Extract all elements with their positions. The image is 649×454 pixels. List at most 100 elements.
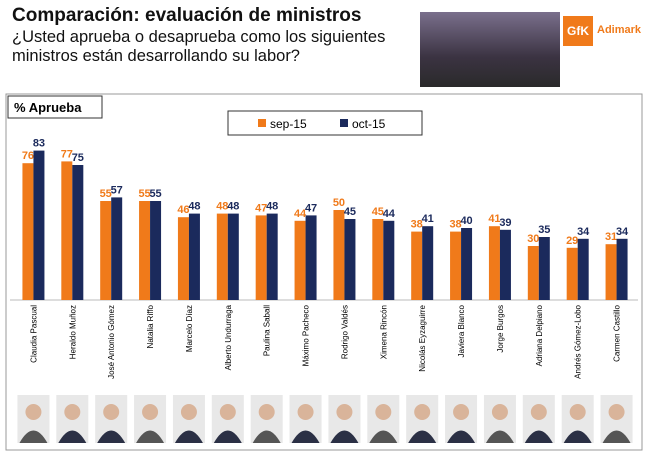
portrait-body (524, 430, 553, 443)
portrait (211, 395, 244, 443)
bar (216, 213, 228, 300)
value-label: 38 (449, 219, 461, 231)
logo: GfK (563, 16, 593, 46)
value-label: 57 (111, 184, 123, 196)
value-label: 48 (216, 201, 228, 213)
portrait-head (375, 404, 392, 420)
value-label: 83 (33, 138, 45, 150)
portrait (522, 395, 555, 443)
bar (61, 161, 73, 300)
portrait-body (291, 430, 320, 443)
value-label: 55 (138, 188, 150, 200)
bar (616, 238, 628, 300)
bar (344, 219, 356, 300)
bar (255, 215, 267, 300)
bar (150, 201, 162, 300)
value-label: 48 (188, 201, 200, 213)
x-tick-label: Rodrigo Valdés (340, 305, 349, 359)
portrait-body (369, 430, 398, 443)
bar (605, 244, 617, 300)
x-tick-label: Heraldo Muñoz (68, 305, 77, 359)
portrait-head (297, 404, 314, 420)
portrait-head (530, 404, 547, 420)
portrait (367, 395, 400, 443)
value-label: 44 (294, 208, 307, 220)
bar (422, 226, 434, 300)
portrait-body (136, 430, 165, 443)
portrait-body (19, 430, 48, 443)
value-label: 46 (177, 204, 189, 216)
bar (499, 229, 511, 300)
portrait-body (563, 430, 592, 443)
portrait (250, 395, 283, 443)
portrait (56, 395, 89, 443)
x-tick-label: Carmen Castillo (613, 304, 622, 361)
portrait (172, 395, 205, 443)
value-label: 75 (72, 152, 84, 164)
bar (372, 219, 384, 300)
bar (72, 165, 84, 300)
portrait-head (453, 404, 470, 420)
value-label: 76 (22, 150, 34, 162)
portrait-head (608, 404, 625, 420)
value-label: 50 (333, 197, 345, 209)
x-tick-label: Marcelo Díaz (185, 305, 194, 352)
subtitle: ¿Usted aprueba o desaprueba como los sig… (12, 28, 386, 65)
bar (527, 246, 539, 300)
value-label: 34 (616, 226, 629, 238)
portrait-body (213, 430, 242, 443)
frame (5, 93, 643, 451)
bar (111, 197, 123, 300)
portrait (134, 395, 167, 443)
bar (294, 220, 306, 300)
portrait-body (408, 430, 437, 443)
x-tick-label: Paulina Saball (263, 305, 272, 356)
bar (33, 150, 45, 300)
x-tick-label: Adriana Delpiano (535, 304, 544, 366)
bar (100, 201, 112, 300)
value-label: 48 (266, 201, 278, 213)
portrait-head (25, 404, 42, 420)
value-label: 45 (372, 206, 384, 218)
portrait-head (336, 404, 353, 420)
bar (22, 163, 34, 300)
bar (188, 213, 200, 300)
value-label: 48 (227, 201, 239, 213)
x-tick-label: Natalia Riffo (146, 304, 155, 348)
portrait (445, 395, 478, 443)
value-label: 29 (566, 235, 578, 247)
value-label: 55 (149, 188, 161, 200)
bar (450, 231, 462, 300)
value-label: % Aprueba (14, 100, 82, 115)
legend-swatch (258, 119, 266, 127)
header-photo (420, 12, 560, 87)
bar (577, 238, 589, 300)
portrait-body (97, 430, 126, 443)
portrait-head (142, 404, 159, 420)
value-label: 35 (538, 224, 550, 236)
value-label: 41 (488, 213, 500, 225)
bar (333, 210, 345, 300)
legend-label: sep-15 (270, 117, 307, 131)
x-tick-label: Claudia Pascual (29, 305, 38, 363)
value-label: 30 (527, 233, 539, 245)
bar (305, 215, 317, 300)
title: Comparación: evaluación de ministros (12, 5, 362, 26)
portrait-body (58, 430, 87, 443)
value-label: 47 (305, 202, 317, 214)
portrait (95, 395, 128, 443)
portrait-head (180, 404, 197, 420)
portrait (483, 395, 516, 443)
x-tick-label: Javiera Blanco (457, 304, 466, 357)
bar (411, 231, 423, 300)
bar (538, 237, 550, 300)
value-label: 45 (344, 206, 356, 218)
logo-text: Adimark (597, 24, 642, 36)
bar (177, 217, 189, 300)
legend-swatch (340, 119, 348, 127)
value-label: 40 (460, 215, 472, 227)
value-label: 55 (100, 188, 112, 200)
x-tick-label: José Antonio Gómez (107, 305, 116, 379)
